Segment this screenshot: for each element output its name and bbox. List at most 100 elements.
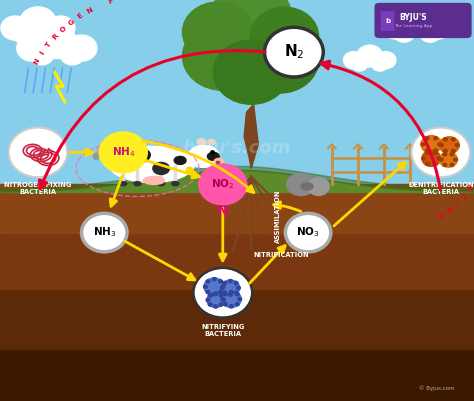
Bar xyxy=(0,289,474,349)
Text: R: R xyxy=(51,32,60,41)
Circle shape xyxy=(439,137,459,154)
Bar xyxy=(0,349,474,401)
Circle shape xyxy=(234,291,238,294)
Bar xyxy=(0,184,474,233)
Circle shape xyxy=(29,44,54,65)
Circle shape xyxy=(433,151,437,154)
Circle shape xyxy=(182,22,263,90)
Circle shape xyxy=(209,294,212,297)
Circle shape xyxy=(425,17,451,39)
Polygon shape xyxy=(244,104,258,168)
Circle shape xyxy=(444,150,447,153)
Circle shape xyxy=(422,157,426,160)
Circle shape xyxy=(451,150,455,153)
Circle shape xyxy=(182,2,254,62)
Circle shape xyxy=(221,285,225,288)
Circle shape xyxy=(426,151,429,154)
Polygon shape xyxy=(0,170,474,192)
Circle shape xyxy=(206,298,210,302)
Circle shape xyxy=(383,17,410,39)
Circle shape xyxy=(229,290,233,294)
Text: T: T xyxy=(45,41,53,48)
Circle shape xyxy=(443,153,447,156)
Circle shape xyxy=(211,0,292,50)
Text: NITROGEN FIXING
BACTERIA: NITROGEN FIXING BACTERIA xyxy=(4,182,72,195)
Text: DENITRIFICATION
BACTERIA: DENITRIFICATION BACTERIA xyxy=(408,182,474,195)
Circle shape xyxy=(451,138,455,141)
Circle shape xyxy=(437,157,441,160)
Text: I: I xyxy=(39,50,46,55)
Bar xyxy=(0,0,474,192)
Ellipse shape xyxy=(188,145,219,168)
Circle shape xyxy=(454,158,457,161)
Circle shape xyxy=(444,138,447,141)
Circle shape xyxy=(425,137,429,140)
Circle shape xyxy=(439,152,457,167)
Ellipse shape xyxy=(157,182,165,186)
Circle shape xyxy=(20,7,56,38)
Circle shape xyxy=(219,280,222,283)
Circle shape xyxy=(223,292,227,296)
Circle shape xyxy=(221,298,225,301)
Ellipse shape xyxy=(301,183,313,190)
Circle shape xyxy=(236,292,239,296)
Polygon shape xyxy=(0,166,474,192)
Circle shape xyxy=(434,149,438,152)
Text: ASSIMILATION: ASSIMILATION xyxy=(275,190,281,243)
Ellipse shape xyxy=(197,139,206,144)
Circle shape xyxy=(421,136,442,153)
Circle shape xyxy=(450,163,454,166)
Circle shape xyxy=(66,35,97,61)
Ellipse shape xyxy=(174,156,186,164)
Circle shape xyxy=(9,128,67,177)
Circle shape xyxy=(212,293,216,296)
Circle shape xyxy=(212,277,216,281)
Circle shape xyxy=(376,52,396,69)
Circle shape xyxy=(214,292,218,295)
Ellipse shape xyxy=(308,177,329,195)
Circle shape xyxy=(411,128,470,177)
Circle shape xyxy=(357,45,383,67)
Text: © Byjus.com: © Byjus.com xyxy=(419,385,455,391)
Circle shape xyxy=(221,291,241,308)
Circle shape xyxy=(221,298,225,302)
Ellipse shape xyxy=(125,148,150,164)
Text: NITRIFYING
BACTERIA: NITRIFYING BACTERIA xyxy=(201,324,245,337)
Ellipse shape xyxy=(119,182,127,186)
Circle shape xyxy=(221,280,240,296)
Circle shape xyxy=(228,279,232,283)
Text: I: I xyxy=(119,0,124,1)
Ellipse shape xyxy=(172,182,179,186)
Ellipse shape xyxy=(207,152,219,160)
Circle shape xyxy=(60,44,84,65)
Circle shape xyxy=(199,164,246,205)
Circle shape xyxy=(193,268,252,318)
Ellipse shape xyxy=(109,146,194,182)
Circle shape xyxy=(419,24,441,42)
Circle shape xyxy=(82,213,127,252)
Circle shape xyxy=(237,286,240,290)
Circle shape xyxy=(228,293,232,296)
Circle shape xyxy=(223,291,227,294)
Ellipse shape xyxy=(143,176,165,184)
Circle shape xyxy=(204,278,225,296)
Circle shape xyxy=(207,292,225,308)
Circle shape xyxy=(1,16,29,40)
Text: N: N xyxy=(33,57,41,65)
Ellipse shape xyxy=(93,153,99,160)
Text: F: F xyxy=(107,0,114,5)
Text: NO$_3$: NO$_3$ xyxy=(296,226,320,239)
Circle shape xyxy=(352,57,368,71)
Circle shape xyxy=(223,303,227,306)
Circle shape xyxy=(456,144,459,147)
Text: G: G xyxy=(67,18,76,26)
Ellipse shape xyxy=(287,173,315,195)
Circle shape xyxy=(201,0,301,82)
Circle shape xyxy=(443,163,447,166)
Bar xyxy=(0,233,474,289)
Text: C: C xyxy=(471,174,474,181)
Circle shape xyxy=(229,305,233,308)
Circle shape xyxy=(12,24,35,43)
Text: O: O xyxy=(59,25,67,33)
Ellipse shape xyxy=(153,162,170,174)
